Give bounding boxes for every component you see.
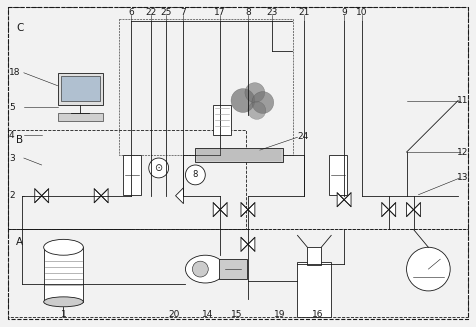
Text: 4: 4 [9, 131, 15, 140]
Text: 5: 5 [9, 103, 15, 112]
Text: 25: 25 [159, 8, 171, 17]
Circle shape [185, 165, 205, 185]
Text: 8: 8 [192, 170, 198, 180]
Text: 14: 14 [201, 310, 212, 319]
Bar [8, 230, 467, 317]
Bar [119, 19, 292, 155]
Text: C: C [16, 23, 23, 33]
Text: 18: 18 [9, 68, 20, 77]
Text: 19: 19 [273, 310, 285, 319]
Bar [213, 106, 230, 135]
Text: A: A [16, 237, 23, 247]
Bar [195, 148, 282, 162]
Text: 15: 15 [231, 310, 242, 319]
Polygon shape [413, 203, 419, 216]
Bar [8, 130, 246, 230]
Polygon shape [41, 189, 49, 203]
Text: 16: 16 [311, 310, 322, 319]
Polygon shape [343, 193, 350, 207]
Polygon shape [35, 189, 41, 203]
Polygon shape [175, 188, 183, 204]
Polygon shape [101, 189, 108, 203]
Ellipse shape [185, 255, 225, 283]
Bar [328, 155, 347, 195]
Ellipse shape [44, 239, 83, 255]
Circle shape [245, 83, 264, 103]
Text: 20: 20 [168, 310, 179, 319]
Text: 17: 17 [214, 8, 226, 17]
Text: 11: 11 [456, 96, 467, 105]
Circle shape [230, 89, 254, 112]
Text: 3: 3 [9, 154, 15, 163]
Polygon shape [406, 203, 413, 216]
Polygon shape [248, 203, 254, 216]
Text: 6: 6 [128, 8, 133, 17]
Text: 22: 22 [145, 8, 156, 17]
Bar [8, 7, 467, 230]
Text: 2: 2 [9, 191, 15, 200]
Polygon shape [388, 203, 395, 216]
Ellipse shape [44, 297, 83, 307]
Polygon shape [240, 203, 248, 216]
Text: ⊙: ⊙ [154, 163, 162, 173]
Bar [218, 259, 247, 279]
Bar [58, 113, 103, 121]
Circle shape [248, 101, 265, 119]
Polygon shape [220, 203, 227, 216]
Text: 21: 21 [298, 8, 309, 17]
Text: 7: 7 [180, 8, 186, 17]
Polygon shape [337, 193, 343, 207]
Bar [58, 73, 103, 105]
Bar [60, 76, 100, 100]
Polygon shape [213, 203, 220, 216]
Text: 12: 12 [456, 147, 467, 157]
Circle shape [406, 247, 449, 291]
Text: 8: 8 [245, 8, 250, 17]
Text: 23: 23 [266, 8, 277, 17]
Text: 1: 1 [60, 310, 66, 319]
Text: 10: 10 [356, 8, 367, 17]
Circle shape [192, 261, 208, 277]
Polygon shape [94, 189, 101, 203]
Text: 24: 24 [297, 132, 308, 141]
Polygon shape [248, 237, 254, 251]
Bar [307, 247, 321, 265]
Bar [123, 155, 140, 195]
Text: 9: 9 [340, 8, 346, 17]
Text: 13: 13 [456, 173, 467, 182]
Circle shape [149, 158, 168, 178]
Bar [297, 262, 330, 317]
Polygon shape [381, 203, 388, 216]
Circle shape [251, 92, 273, 113]
Text: B: B [16, 135, 23, 145]
Polygon shape [240, 237, 248, 251]
Bar [44, 247, 83, 302]
